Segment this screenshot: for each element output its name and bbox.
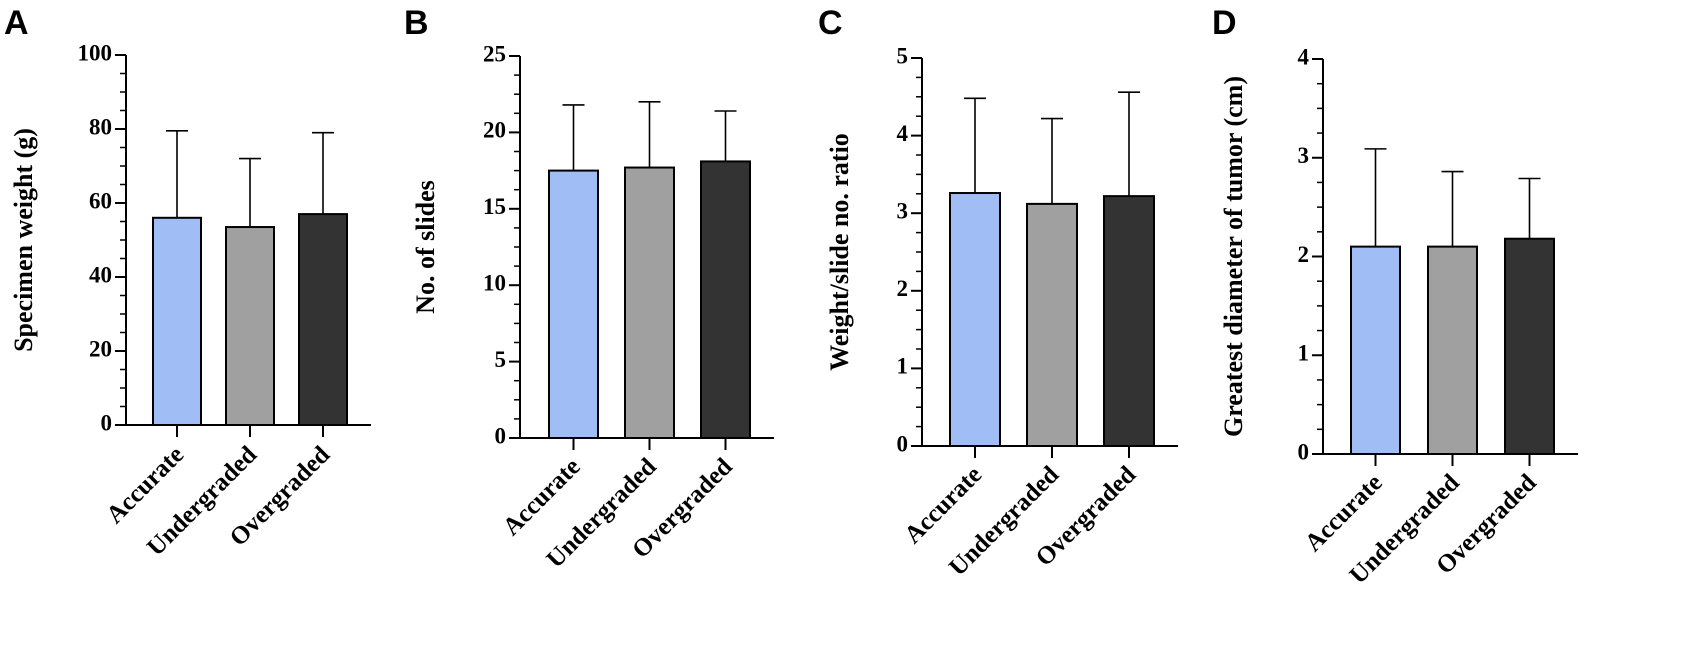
- y-tick-label: 2: [897, 276, 909, 301]
- y-tick-label: 40: [89, 262, 112, 287]
- bar-accurate: [548, 169, 599, 439]
- bar-overgraded: [1504, 237, 1555, 455]
- panel-letter: A: [4, 4, 29, 42]
- bar-accurate: [1350, 245, 1401, 455]
- y-tick-label: 1: [1298, 341, 1310, 366]
- y-tick-label: 0: [1298, 439, 1310, 464]
- panel-letter: D: [1212, 4, 1237, 42]
- y-axis-label: Weight/slide no. ratio: [825, 133, 854, 371]
- panel-letter: B: [404, 4, 429, 42]
- bar-undergraded: [624, 166, 675, 439]
- y-tick-label: 1: [897, 354, 909, 379]
- bar-overgraded: [700, 160, 751, 439]
- panel-b: BNo. of slides0510152025AccurateUndergra…: [404, 4, 774, 573]
- y-tick-label: 4: [897, 121, 909, 146]
- y-tick-label: 0: [101, 410, 113, 435]
- bar-accurate: [152, 216, 202, 426]
- panel-letter: C: [818, 4, 843, 42]
- y-tick-label: 10: [483, 270, 506, 295]
- y-tick-label: 0: [897, 431, 909, 456]
- bar-undergraded: [1026, 202, 1078, 447]
- y-tick-label: 3: [897, 198, 909, 223]
- bar-undergraded: [225, 226, 275, 426]
- y-tick-label: 0: [495, 423, 507, 448]
- y-tick-label: 100: [78, 40, 113, 65]
- y-tick-label: 25: [483, 41, 506, 66]
- y-axis-label: No. of slides: [411, 180, 440, 314]
- y-tick-label: 2: [1298, 242, 1310, 267]
- bar-overgraded: [298, 213, 348, 426]
- y-axis-label: Greatest diameter of tumor (cm): [1219, 76, 1248, 437]
- bar-overgraded: [1103, 195, 1155, 447]
- y-tick-label: 60: [89, 188, 112, 213]
- y-tick-label: 20: [89, 336, 112, 361]
- y-tick-label: 5: [897, 43, 909, 68]
- y-tick-label: 80: [89, 114, 112, 139]
- y-tick-label: 5: [495, 347, 507, 372]
- y-tick-label: 3: [1298, 143, 1310, 168]
- y-axis-label: Specimen weight (g): [9, 128, 38, 352]
- bar-undergraded: [1427, 245, 1478, 455]
- y-tick-label: 20: [483, 118, 506, 143]
- y-tick-label: 15: [483, 194, 506, 219]
- bar-accurate: [949, 192, 1001, 447]
- y-tick-label: 4: [1298, 44, 1310, 69]
